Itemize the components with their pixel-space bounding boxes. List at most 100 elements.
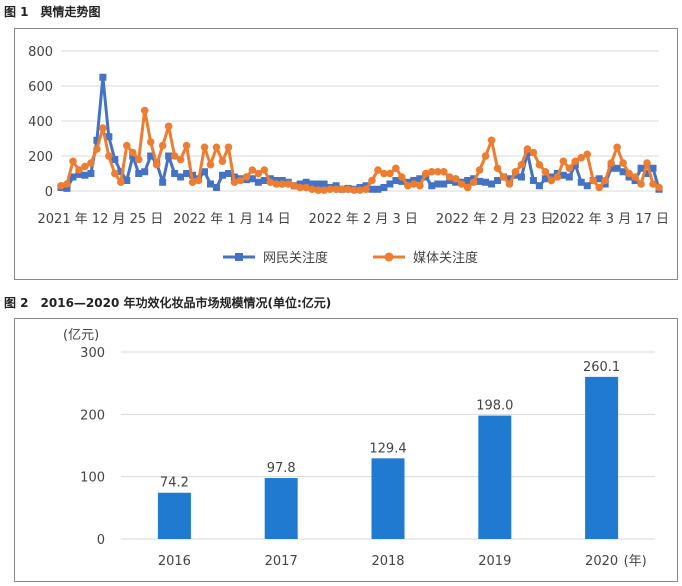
data-point <box>87 159 95 167</box>
data-point <box>559 157 568 166</box>
data-point <box>392 177 400 184</box>
data-point <box>117 178 125 187</box>
data-point <box>344 185 352 194</box>
data-point <box>613 143 621 152</box>
data-point <box>380 184 388 191</box>
bar-value-label: 260.1 <box>583 360 620 375</box>
data-point <box>165 152 173 160</box>
data-point <box>494 177 502 184</box>
x-tick-label: 2020 <box>585 554 618 569</box>
data-point <box>481 152 490 160</box>
data-point <box>374 185 382 193</box>
data-point <box>212 143 221 152</box>
data-point <box>601 176 609 185</box>
y-tick-label: 0 <box>45 185 53 200</box>
y-tick-label: 100 <box>80 471 105 486</box>
data-point <box>487 136 496 145</box>
data-point <box>607 159 615 167</box>
data-point <box>416 181 424 190</box>
y-tick-label: 300 <box>80 346 105 361</box>
data-point <box>565 164 574 173</box>
data-point <box>111 169 119 178</box>
data-point <box>99 124 107 132</box>
data-point <box>488 180 496 188</box>
x-tick-label: 2022 年 1 月 14 日 <box>173 212 291 227</box>
data-point <box>583 150 592 159</box>
data-point <box>625 169 633 178</box>
data-point <box>212 184 220 191</box>
data-point <box>410 180 418 188</box>
data-point <box>170 152 179 160</box>
data-point <box>475 166 484 174</box>
data-point <box>63 184 71 192</box>
data-point <box>428 182 436 190</box>
data-point <box>464 177 472 184</box>
data-point <box>482 178 490 186</box>
data-point <box>314 186 322 194</box>
data-point <box>182 141 191 150</box>
data-point <box>314 180 322 188</box>
y-tick-label: 800 <box>28 45 53 60</box>
data-point <box>565 173 573 181</box>
legend-marker <box>235 253 243 261</box>
data-point <box>499 173 508 181</box>
y-axis-label: (亿元) <box>63 328 99 343</box>
data-point <box>637 180 645 188</box>
data-point <box>535 182 543 190</box>
data-point <box>517 160 526 169</box>
data-point <box>326 185 334 194</box>
data-point <box>152 160 161 169</box>
data-point <box>302 178 310 186</box>
data-point <box>93 145 101 153</box>
data-point <box>416 175 424 183</box>
bar-value-label: 198.0 <box>476 399 513 414</box>
data-point <box>308 180 316 188</box>
data-point <box>649 180 657 188</box>
data-point <box>194 176 203 185</box>
legend-label: 媒体关注度 <box>413 250 478 266</box>
data-point <box>224 143 233 152</box>
data-point <box>583 182 591 190</box>
data-point <box>308 185 316 194</box>
data-point <box>374 166 382 174</box>
bar-2016 <box>157 492 191 539</box>
bar-chart-frame: (亿元) 0 100 200 300 74.2 2016 97.8 2017 129.4 2018 1… <box>14 318 678 582</box>
data-point <box>117 168 125 176</box>
data-point <box>511 167 520 176</box>
data-point <box>368 185 376 193</box>
data-point <box>386 169 394 178</box>
data-point <box>541 175 549 183</box>
bar-chart: (亿元) 0 100 200 300 74.2 2016 97.8 2017 129.4 2018 1… <box>63 328 655 569</box>
legend-label: 网民关注度 <box>263 250 328 266</box>
data-point <box>320 186 328 194</box>
data-point <box>457 180 466 188</box>
data-point <box>218 157 227 166</box>
data-point <box>577 153 586 162</box>
data-point <box>75 166 83 174</box>
series-line-1 <box>60 75 661 191</box>
data-point <box>595 175 603 183</box>
data-point <box>201 168 209 176</box>
data-point <box>631 173 639 181</box>
data-point <box>81 162 89 171</box>
data-point <box>87 170 95 177</box>
data-point <box>75 170 83 178</box>
data-point <box>242 173 251 181</box>
data-point <box>248 175 256 183</box>
data-point <box>272 180 281 188</box>
bar-2018 <box>371 458 405 539</box>
data-point <box>135 170 143 177</box>
data-point <box>434 180 442 188</box>
data-point <box>188 178 197 187</box>
x-tick-label: 2016 <box>158 554 191 569</box>
data-point <box>398 177 406 185</box>
data-point <box>350 186 358 194</box>
data-point <box>69 157 77 166</box>
data-point <box>147 152 155 160</box>
data-point <box>134 155 143 164</box>
legend-marker <box>384 252 394 262</box>
x-tick-label: 2022 年 2 月 23 日 <box>436 212 554 227</box>
data-point <box>260 166 269 174</box>
data-point <box>421 169 430 178</box>
data-point <box>368 176 376 185</box>
